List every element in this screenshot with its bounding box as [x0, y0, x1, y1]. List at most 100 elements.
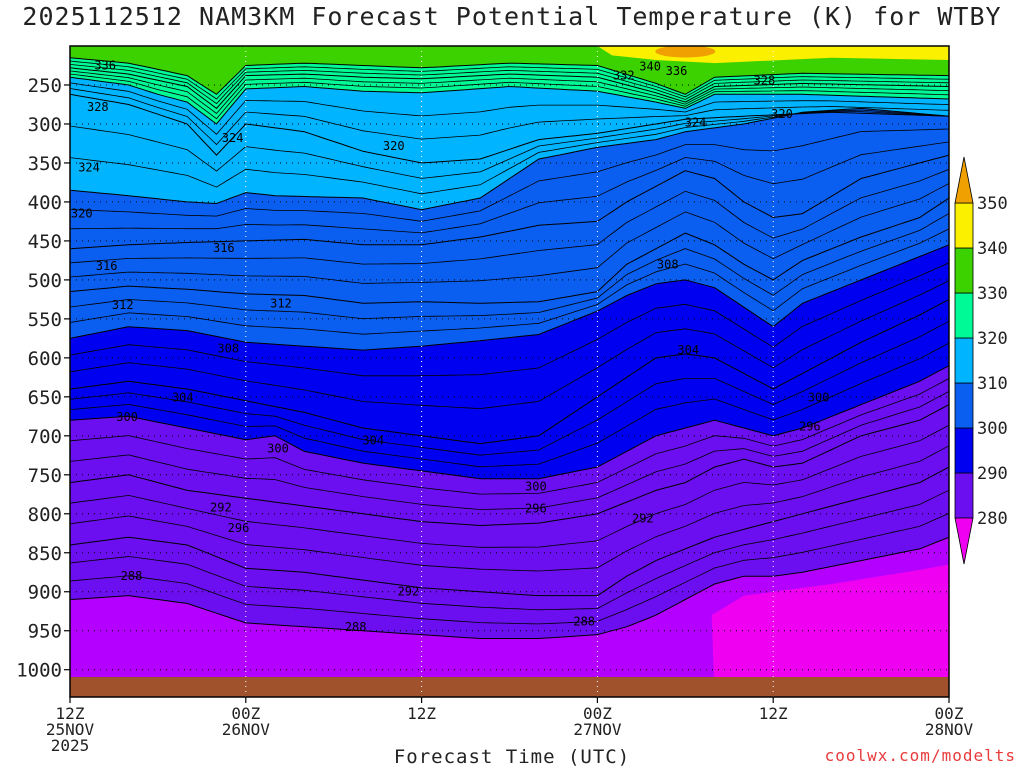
- colorbar-over-arrow: [954, 156, 974, 204]
- y-tick-label: 450: [28, 231, 62, 253]
- contour-lines: [70, 57, 949, 639]
- contour-label: 300: [808, 391, 830, 405]
- colorbar-label: 300: [977, 419, 1008, 439]
- contour-minor: [70, 60, 949, 100]
- colorbar-segment: [954, 337, 974, 384]
- contour-minor: [70, 82, 949, 135]
- colorbar-label: 320: [977, 329, 1008, 349]
- colorbar-label: 330: [977, 284, 1008, 304]
- contour-label: 320: [771, 107, 793, 121]
- y-tick-label: 800: [28, 504, 62, 526]
- contour-label: 292: [210, 501, 232, 515]
- x-tick-label: 28NOV: [925, 720, 974, 739]
- contour-minor: [70, 489, 949, 611]
- contour-minor: [70, 228, 949, 335]
- contour-label: 336: [666, 64, 688, 78]
- contour-300: [70, 365, 949, 480]
- contour-308: [70, 244, 949, 351]
- chart-title: 2025112512 NAM3KM Forecast Potential Tem…: [22, 2, 1002, 31]
- x-tick-label: 27NOV: [573, 720, 622, 739]
- contour-label: 296: [799, 419, 821, 433]
- x-tick-label: 12Z: [759, 704, 788, 723]
- contour-312: [70, 197, 949, 304]
- contour-label: 328: [87, 100, 109, 114]
- y-tick-label: 850: [28, 543, 62, 565]
- contour-label: 288: [121, 569, 143, 583]
- contour-336: [70, 57, 949, 95]
- contour-label: 296: [228, 521, 250, 535]
- contour-label: 296: [525, 501, 547, 515]
- gridlines: [70, 46, 949, 697]
- contour-minor: [70, 109, 949, 195]
- y-tick-label: 550: [28, 309, 62, 331]
- contour-label: 316: [96, 259, 118, 273]
- contour-label: 304: [362, 433, 384, 447]
- contour-minor: [70, 342, 949, 468]
- colorbar-under-arrow: [954, 517, 974, 565]
- colorbar-segment: [954, 382, 974, 429]
- contour-label: 300: [116, 410, 138, 424]
- colorbar-label: 350: [977, 194, 1008, 214]
- contour-label: 308: [217, 342, 239, 356]
- contour-label: 308: [657, 257, 679, 271]
- contour-304: [70, 298, 949, 445]
- x-tick-label: 12Z: [407, 704, 436, 723]
- contour-minor: [70, 378, 949, 495]
- x-tick-label: 00Z: [231, 704, 260, 723]
- contour-label: 300: [525, 479, 547, 493]
- y-tick-label: 950: [28, 621, 62, 643]
- colorbar-segment: [954, 472, 974, 519]
- y-tick-label: 750: [28, 465, 62, 487]
- contour-label: 324: [222, 131, 244, 145]
- x-tick-label: 25NOV: [46, 720, 95, 739]
- contour-label: 292: [398, 585, 420, 599]
- y-tick-label: 400: [28, 192, 62, 214]
- contour-minor: [70, 391, 949, 511]
- y-tick-label: 500: [28, 270, 62, 292]
- contour-label: 312: [112, 298, 134, 312]
- contour-296: [70, 404, 949, 527]
- y-tick-label: 1000: [16, 660, 62, 682]
- contour-label: 320: [71, 207, 93, 221]
- contour-minor: [70, 424, 949, 548]
- contour-minor: [70, 213, 949, 320]
- contour-label: 320: [383, 139, 405, 153]
- contour-labels: 336 340 336 332 328 328 320 324 324 320 324 320 316 3…: [71, 58, 830, 633]
- contour-label: 312: [270, 296, 292, 310]
- contour-label: 316: [213, 241, 235, 255]
- contour-minor: [70, 88, 949, 146]
- contour-label: 304: [677, 343, 699, 357]
- colorbar-label: 290: [977, 464, 1008, 484]
- contour-minor: [70, 280, 949, 410]
- contour-minor: [70, 73, 949, 120]
- contour-minor: [70, 262, 949, 377]
- y-tick-label: 350: [28, 153, 62, 175]
- contour-minor: [70, 183, 949, 284]
- y-axis: 250 300 350 400 450 500 550 600 650 700 750 800 850 9…: [16, 75, 70, 682]
- contour-label: 288: [345, 620, 367, 634]
- colorbar-segment: [954, 202, 974, 249]
- x-tick-label: 00Z: [583, 704, 612, 723]
- contour-minor: [70, 168, 949, 265]
- contour-328: [70, 76, 949, 125]
- y-tick-label: 900: [28, 582, 62, 604]
- contour-minor: [70, 128, 949, 222]
- colorbar: 280 290 300 310 320 330 340 350: [954, 156, 1008, 565]
- credit-link[interactable]: coolwx.com/modelts: [824, 746, 1016, 765]
- y-tick-label: 700: [28, 426, 62, 448]
- plot-frame: [69, 45, 950, 698]
- contour-316: [70, 154, 949, 250]
- contour-minor: [70, 141, 949, 234]
- colorbar-segment: [954, 427, 974, 474]
- contour-332: [70, 67, 949, 110]
- colorbar-segment: [954, 247, 974, 294]
- band-orange-cap: [655, 46, 716, 58]
- colorbar-label: 280: [977, 509, 1008, 529]
- contour-label: 288: [573, 614, 595, 628]
- x-tick-label: 2025: [51, 736, 90, 755]
- x-tick-label: 12Z: [56, 704, 85, 723]
- contour-minor: [70, 320, 949, 456]
- band-under-280: [711, 564, 949, 697]
- y-tick-label: 300: [28, 114, 62, 136]
